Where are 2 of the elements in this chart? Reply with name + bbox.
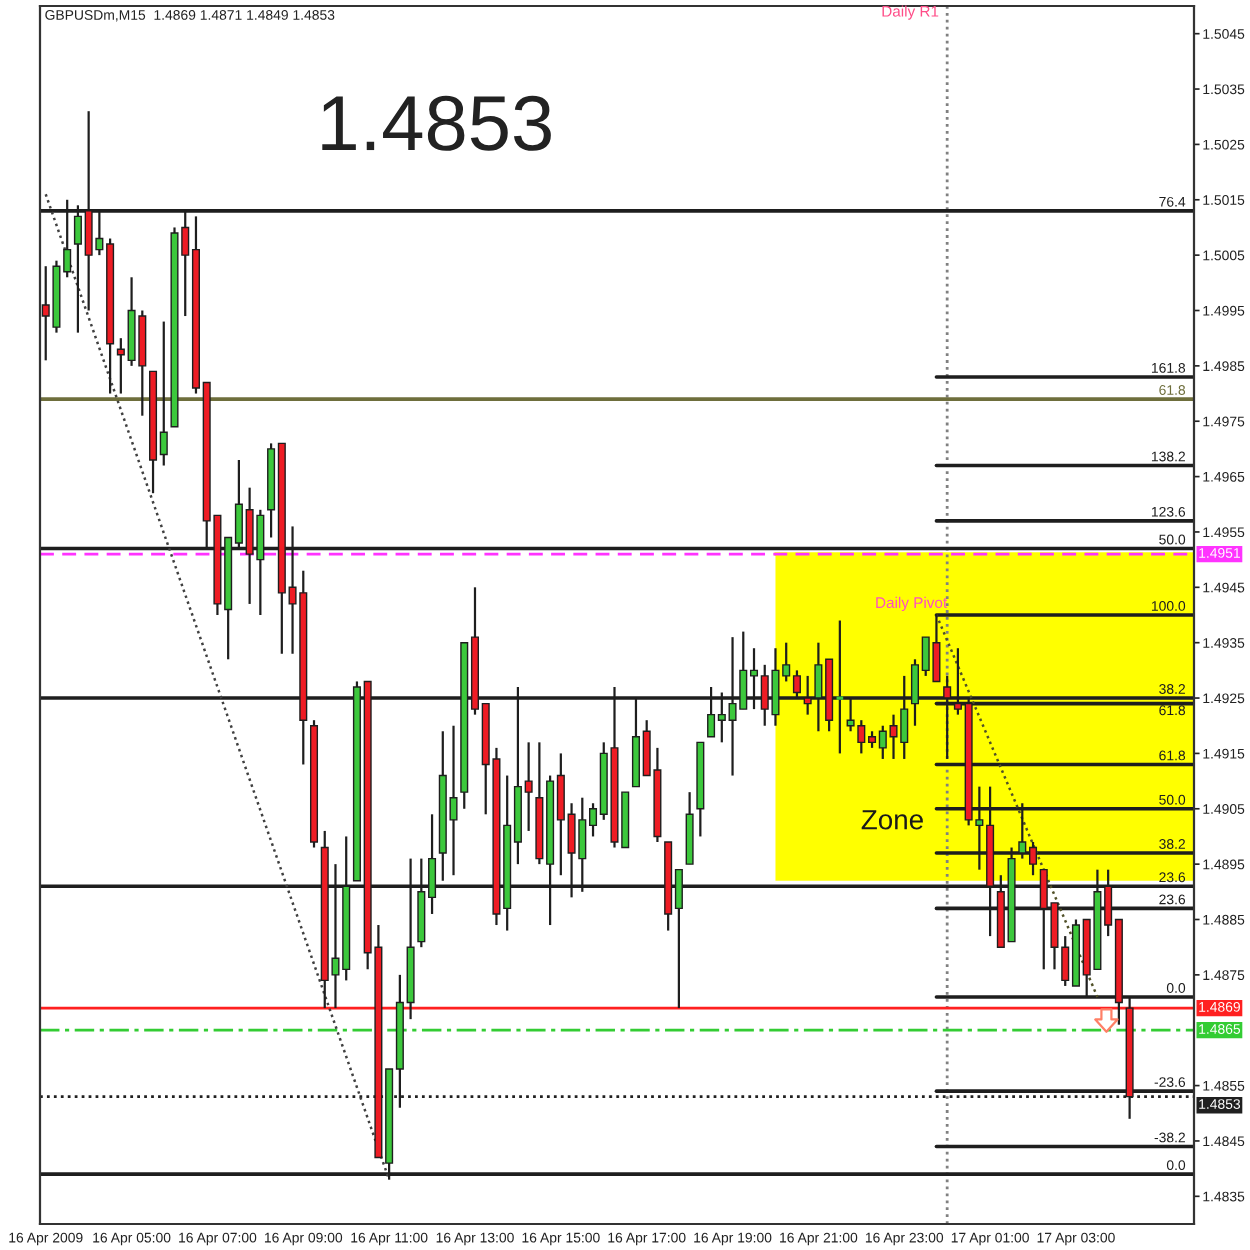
annotation: Zone [861, 810, 923, 830]
annotation: 1.4853 [322, 95, 551, 151]
